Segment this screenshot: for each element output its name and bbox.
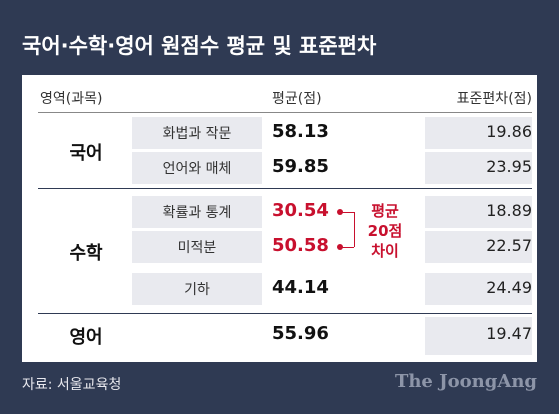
mean: 30.54 bbox=[272, 200, 329, 221]
annotation: 차이 bbox=[371, 241, 399, 260]
area-label: 영어 bbox=[69, 327, 103, 348]
column-header: 영역(과목) bbox=[40, 91, 103, 107]
subject: 미적분 bbox=[177, 240, 217, 256]
sd: 24.49 bbox=[486, 278, 532, 297]
column-header: 표준편차(점) bbox=[456, 91, 532, 107]
subject-cell bbox=[132, 196, 262, 228]
annotation: 평균 bbox=[371, 201, 399, 220]
column-header: 평균(점) bbox=[272, 91, 322, 107]
area-label: 수학 bbox=[69, 242, 103, 264]
sd-cell bbox=[425, 317, 532, 355]
mean: 44.14 bbox=[272, 277, 329, 298]
mean: 50.58 bbox=[272, 235, 329, 256]
sd: 22.57 bbox=[486, 236, 532, 255]
annotation: 20점 bbox=[367, 221, 403, 240]
rule bbox=[38, 112, 532, 113]
rule bbox=[38, 313, 532, 314]
mean: 59.85 bbox=[272, 156, 329, 177]
subject: 화법과 작문 bbox=[162, 126, 232, 142]
sd-cell bbox=[425, 273, 532, 305]
mean: 58.13 bbox=[272, 121, 329, 142]
subject: 확률과 통계 bbox=[162, 205, 232, 221]
area-label: 국어 bbox=[69, 142, 103, 164]
subject: 언어와 매체 bbox=[162, 161, 232, 177]
source: 자료: 서울교육청 bbox=[22, 377, 122, 393]
brand: The JoongAng bbox=[394, 371, 537, 392]
sd: 18.89 bbox=[486, 201, 532, 220]
sd-cell bbox=[425, 231, 532, 263]
subject-cell bbox=[132, 117, 262, 149]
bracket bbox=[354, 212, 355, 247]
sd: 23.95 bbox=[486, 157, 532, 176]
bracket-tick bbox=[340, 247, 354, 248]
subject-cell bbox=[132, 152, 262, 184]
sd: 19.47 bbox=[486, 324, 532, 343]
subject: 기하 bbox=[184, 282, 210, 298]
rule bbox=[38, 188, 532, 189]
subject-cell bbox=[132, 231, 262, 263]
sd-cell bbox=[425, 196, 532, 228]
sd-cell bbox=[425, 117, 532, 149]
mean: 55.96 bbox=[272, 323, 329, 344]
subject-cell bbox=[132, 273, 262, 305]
bracket-tick bbox=[340, 212, 354, 213]
title: 국어·수학·영어 원점수 평균 및 표준편차 bbox=[22, 34, 377, 58]
sd-cell bbox=[425, 152, 532, 184]
sd: 19.86 bbox=[486, 122, 532, 141]
